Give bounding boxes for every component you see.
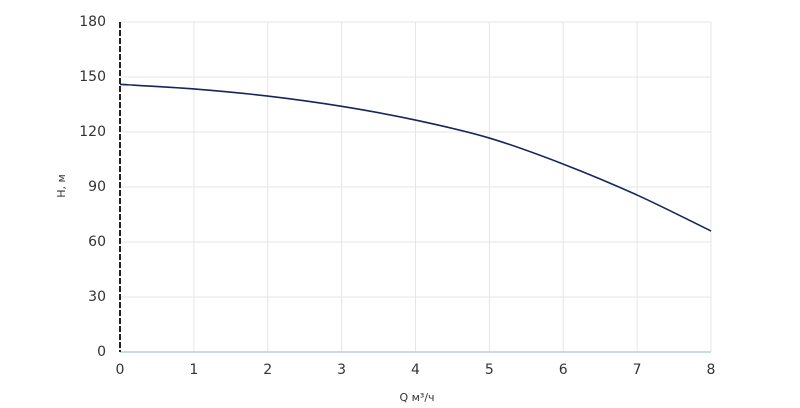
x-axis-label: Q м³/ч xyxy=(399,391,434,404)
y-tick-label: 90 xyxy=(88,179,106,195)
x-tick-label: 3 xyxy=(337,362,346,378)
y-tick-label: 60 xyxy=(88,234,106,250)
x-tick-label: 6 xyxy=(559,362,568,378)
y-axis-label: H, м xyxy=(55,174,68,198)
curve xyxy=(119,83,712,232)
x-tick-label: 4 xyxy=(411,362,420,378)
x-tick-label: 8 xyxy=(707,362,716,378)
y-tick-label: 180 xyxy=(79,14,106,30)
x-tick-label: 0 xyxy=(116,362,125,378)
y-tick-label: 150 xyxy=(79,69,106,85)
x-tick-label: 5 xyxy=(485,362,494,378)
y-tick-label: 30 xyxy=(88,289,106,305)
x-tick-label: 2 xyxy=(263,362,272,378)
y-tick-label: 120 xyxy=(79,124,106,140)
x-tick-label: 1 xyxy=(189,362,198,378)
y-tick-label: 0 xyxy=(97,344,106,360)
x-tick-label: 7 xyxy=(633,362,642,378)
